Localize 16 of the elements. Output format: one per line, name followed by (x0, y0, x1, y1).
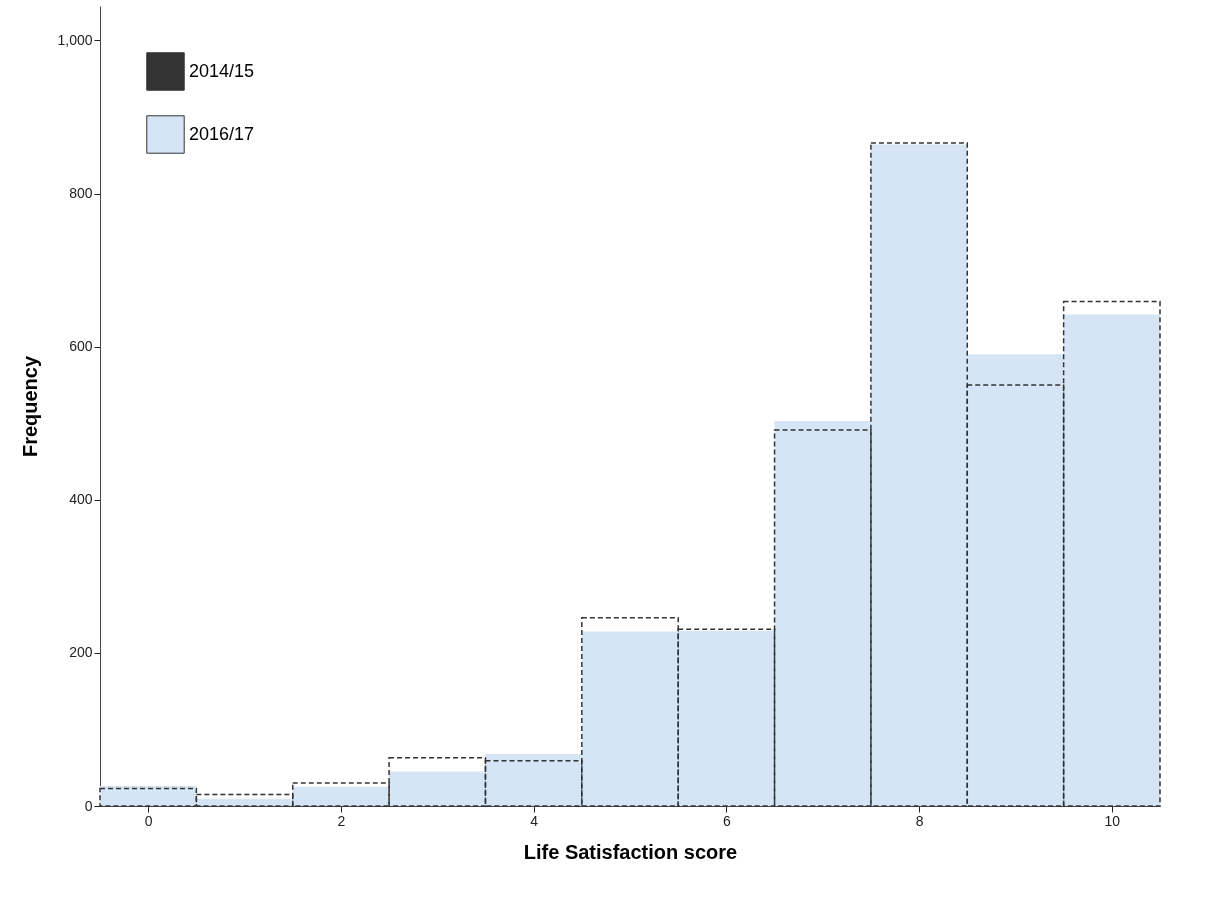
y-tick-label: 600 (69, 338, 93, 355)
x-tick-label: 8 (915, 812, 924, 829)
x-tick-label: 10 (1104, 812, 1121, 829)
y-tick-label: 800 (69, 185, 93, 202)
x-tick-label: 0 (144, 812, 153, 829)
x-axis-title: Life Satisfaction score (523, 840, 738, 863)
y-tick-label: 200 (69, 644, 93, 661)
y-tick-label: 0 (84, 797, 93, 814)
y-axis-title: Frequency (19, 355, 42, 458)
legend-label: 2014/15 (189, 60, 255, 81)
x-tick-label: 4 (530, 812, 539, 829)
legend-label: 2016/17 (189, 123, 255, 144)
y-tick-label: 400 (69, 491, 93, 508)
x-tick-label: 6 (722, 812, 731, 829)
x-tick-label: 2 (337, 812, 346, 829)
y-tick-label: 1,000 (57, 31, 93, 48)
